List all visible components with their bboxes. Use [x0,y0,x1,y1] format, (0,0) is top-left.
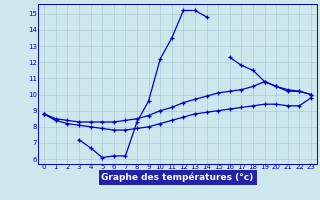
X-axis label: Graphe des températures (°c): Graphe des températures (°c) [101,173,254,182]
